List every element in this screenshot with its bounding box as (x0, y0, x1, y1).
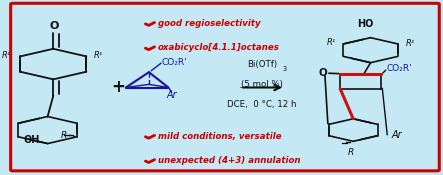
Text: R¹: R¹ (94, 51, 104, 60)
Text: R¹: R¹ (1, 51, 11, 60)
Text: 3: 3 (283, 66, 287, 72)
Text: CO₂R': CO₂R' (162, 58, 187, 67)
Text: R¹: R¹ (326, 38, 336, 47)
Text: oxabicyclo[4.1.1]octanes: oxabicyclo[4.1.1]octanes (158, 43, 280, 52)
Text: R: R (61, 131, 67, 140)
Text: unexpected (4+3) annulation: unexpected (4+3) annulation (158, 156, 300, 165)
Text: DCE,  0 °C, 12 h: DCE, 0 °C, 12 h (227, 100, 297, 109)
Text: O: O (319, 68, 327, 78)
Text: Bi(OTf): Bi(OTf) (247, 60, 277, 69)
Text: Ar: Ar (392, 130, 402, 140)
Text: +: + (112, 79, 125, 96)
FancyBboxPatch shape (11, 3, 439, 171)
Text: OH: OH (23, 135, 40, 145)
Text: (5 mol %): (5 mol %) (241, 79, 283, 89)
Text: mild conditions, versatile: mild conditions, versatile (158, 132, 281, 141)
Text: good regioselectivity: good regioselectivity (158, 19, 260, 28)
Text: R: R (348, 148, 354, 157)
Text: HO: HO (357, 19, 373, 29)
Text: R¹: R¹ (405, 38, 415, 48)
Text: O: O (50, 21, 59, 31)
Text: Ar: Ar (167, 90, 177, 100)
Text: CO₂R': CO₂R' (387, 64, 412, 73)
